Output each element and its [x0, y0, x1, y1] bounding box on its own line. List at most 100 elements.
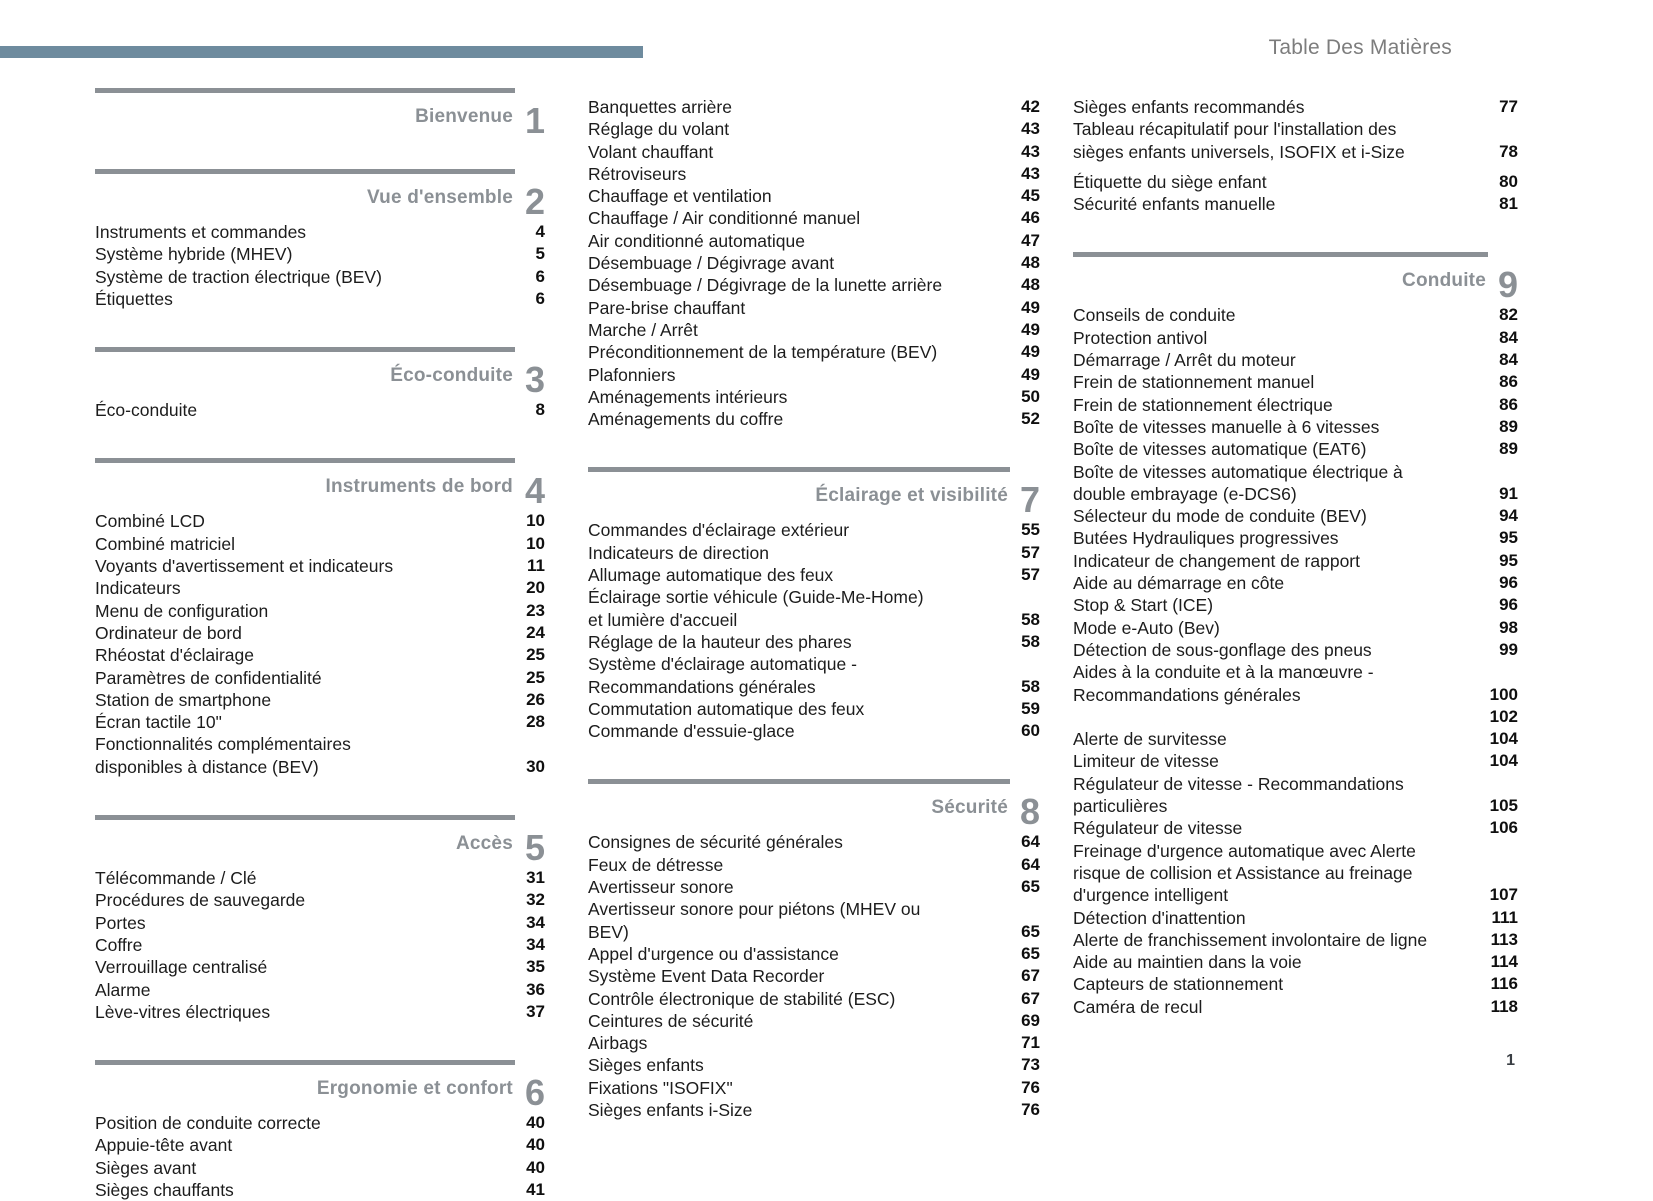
toc-item-label: Chauffage et ventilation — [588, 186, 772, 207]
toc-item-page: 4 — [535, 222, 545, 241]
toc-item-label: Fonctionnalités complémentaires disponib… — [95, 734, 351, 777]
toc-item: Système d'éclairage automatique - Recomm… — [588, 653, 1040, 698]
toc-item: Limiteur de vitesse 104 — [1073, 750, 1518, 772]
toc-item-label: Ceintures de sécurité — [588, 1010, 754, 1031]
toc-item: Volant chauffant 43 — [588, 141, 1040, 163]
toc-item-page: 113 — [1490, 929, 1518, 949]
section-header: Éclairage et visibilité 7 — [588, 481, 1040, 518]
toc-item-page: 28 — [526, 712, 545, 732]
toc-item-page: 5 — [535, 244, 545, 264]
toc-item-page: 26 — [526, 689, 545, 709]
toc-item-page: 81 — [1499, 194, 1518, 214]
section-rule — [95, 347, 515, 353]
section-rule — [95, 458, 515, 464]
toc-item: Paramètres de confidentialité 25 — [95, 667, 545, 689]
section-header: Instruments de bord 4 — [95, 472, 545, 509]
toc-item: Chauffage / Air conditionné manuel 46 — [588, 207, 1040, 229]
toc-item: Détection d'inattention 111 — [1073, 907, 1518, 929]
toc-item-label: Système Event Data Recorder — [588, 966, 825, 987]
toc-item-label: Combiné LCD — [95, 511, 205, 532]
toc-item-page: 102 — [1489, 706, 1518, 726]
toc-item: Station de smartphone 26 — [95, 689, 545, 711]
toc-item-label: Portes — [95, 912, 146, 933]
section-header: Éco-conduite 3 — [95, 361, 545, 398]
toc-item: Sièges avant 40 — [95, 1157, 545, 1179]
toc-item-label: Verrouillage centralisé — [95, 957, 268, 978]
toc-item-page: 43 — [1021, 163, 1040, 183]
section-number: 9 — [1497, 264, 1518, 306]
toc-item: Sièges enfants recommandés 77 — [1073, 96, 1518, 118]
section-number: 5 — [524, 827, 545, 869]
toc-item-page: 89 — [1499, 416, 1518, 436]
section-number: 7 — [1019, 479, 1040, 521]
toc-item-page: 86 — [1499, 372, 1518, 392]
section-items: Conseils de conduite 82 Protection antivol… — [1073, 304, 1518, 1018]
toc-item: Plafonniers 49 — [588, 364, 1040, 386]
toc-item-page: 34 — [526, 934, 545, 954]
section-rule — [588, 467, 1010, 473]
toc-item-page: 106 — [1489, 818, 1518, 838]
toc-item: Combiné matriciel 10 — [95, 533, 545, 555]
toc-item-page: 78 — [1499, 141, 1518, 161]
section-number: 3 — [524, 359, 545, 401]
toc-item-label: Détection d'inattention — [1073, 907, 1246, 928]
section-header: Vue d'ensemble 2 — [95, 183, 545, 220]
toc-item-label: Sièges avant — [95, 1157, 197, 1178]
toc-item: Chauffage et ventilation 45 — [588, 185, 1040, 207]
toc-item-label: Voyants d'avertissement et indicateurs — [95, 556, 394, 577]
toc-section: Éclairage et visibilité 7 Commandes d'écla… — [588, 467, 1040, 742]
toc-item-page: 11 — [527, 556, 545, 576]
toc-item-page: 23 — [526, 600, 545, 620]
toc-item-label: Aide au démarrage en côte — [1073, 573, 1285, 594]
section-header: Conduite 9 — [1073, 266, 1518, 303]
toc-item-label: Protection antivol — [1073, 327, 1208, 348]
toc-item: Pare-brise chauffant 49 — [588, 297, 1040, 319]
section-title: Conduite — [1402, 270, 1486, 292]
toc-item-label: Commandes d'éclairage extérieur — [588, 520, 850, 541]
toc-item-label: Air conditionné automatique — [588, 230, 805, 251]
section-items: Sièges enfants recommandés 77 Tableau réca… — [1073, 96, 1518, 215]
toc-item: Frein de stationnement électrique 86 — [1073, 394, 1518, 416]
toc-item: Éclairage sortie véhicule (Guide-Me-Home… — [588, 586, 1040, 631]
toc-item-page: 107 — [1489, 885, 1518, 905]
toc-item-label: Combiné matriciel — [95, 533, 236, 554]
toc-item-label: Étiquette du siège enfant — [1073, 171, 1267, 192]
toc-item-label: Frein de stationnement manuel — [1073, 372, 1315, 393]
toc-item-label: Aides à la conduite et à la manœuvre - R… — [1073, 662, 1374, 705]
toc-item-label: Détection de sous-gonflage des pneus — [1073, 639, 1372, 660]
toc-item: Aménagements du coffre 52 — [588, 408, 1040, 430]
toc-item: Ceintures de sécurité 69 — [588, 1010, 1040, 1032]
section-title: Éco-conduite — [390, 365, 513, 387]
toc-item-label: Feux de détresse — [588, 854, 724, 875]
toc-item: Réglage de la hauteur des phares 58 — [588, 631, 1040, 653]
section-header: Ergonomie et confort 6 — [95, 1074, 545, 1111]
accent-bar — [0, 46, 643, 58]
toc-item-page: 30 — [526, 756, 545, 776]
toc-item: Fixations "ISOFIX" 76 — [588, 1077, 1040, 1099]
toc-item-label: Fixations "ISOFIX" — [588, 1077, 733, 1098]
toc-item-label: Régulateur de vitesse - Recommandations … — [1073, 773, 1404, 817]
toc-item: Alerte de survitesse 104 — [1073, 728, 1518, 750]
toc-item-page: 82 — [1499, 305, 1518, 325]
section-rule — [95, 88, 515, 93]
toc-item-label: Système d'éclairage automatique - Recomm… — [588, 654, 857, 697]
toc-item-label: Indicateur de changement de rapport — [1073, 550, 1360, 571]
section-rule — [1073, 252, 1488, 258]
toc-item-label: Étiquettes — [95, 288, 173, 309]
page-number: 1 — [1506, 1052, 1515, 1069]
section-title: Bienvenue — [415, 106, 513, 127]
toc-item-page: 84 — [1499, 327, 1518, 347]
toc-item: Commutation automatique des feux 59 — [588, 698, 1040, 720]
toc-item-label: Rétroviseurs — [588, 163, 687, 184]
toc-item-label: Frein de stationnement électrique — [1073, 394, 1333, 415]
toc-item: Stop & Start (ICE) 96 — [1073, 594, 1518, 616]
toc-section-continuation: Sièges enfants recommandés 77 Tableau réca… — [1073, 96, 1518, 215]
toc-item-label: Pare-brise chauffant — [588, 297, 746, 318]
toc-item-label: Éco-conduite — [95, 400, 198, 421]
section-rule — [95, 169, 515, 174]
toc-item-label: Indicateurs de direction — [588, 542, 769, 563]
toc-item-page: 49 — [1021, 342, 1040, 362]
toc-item-page: 10 — [526, 533, 545, 553]
section-items: Commandes d'éclairage extérieur 55 Indicat… — [588, 519, 1040, 742]
section-rule — [588, 779, 1010, 785]
